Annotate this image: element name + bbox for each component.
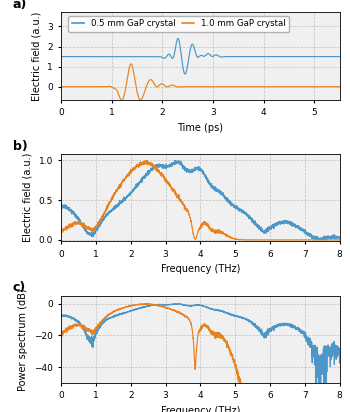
Y-axis label: Electric field (a.u.): Electric field (a.u.) bbox=[32, 12, 42, 101]
X-axis label: Frequency (THz): Frequency (THz) bbox=[161, 265, 240, 274]
X-axis label: Frequency (THz): Frequency (THz) bbox=[161, 406, 240, 412]
Text: c): c) bbox=[13, 281, 26, 294]
X-axis label: Time (ps): Time (ps) bbox=[177, 123, 223, 133]
Y-axis label: Power spectrum (dB): Power spectrum (dB) bbox=[19, 288, 28, 391]
Text: b): b) bbox=[13, 140, 27, 153]
Text: a): a) bbox=[13, 0, 27, 11]
Y-axis label: Electric field (a.u.): Electric field (a.u.) bbox=[23, 153, 33, 242]
Legend: 0.5 mm GaP crystal, 1.0 mm GaP crystal: 0.5 mm GaP crystal, 1.0 mm GaP crystal bbox=[68, 16, 289, 32]
